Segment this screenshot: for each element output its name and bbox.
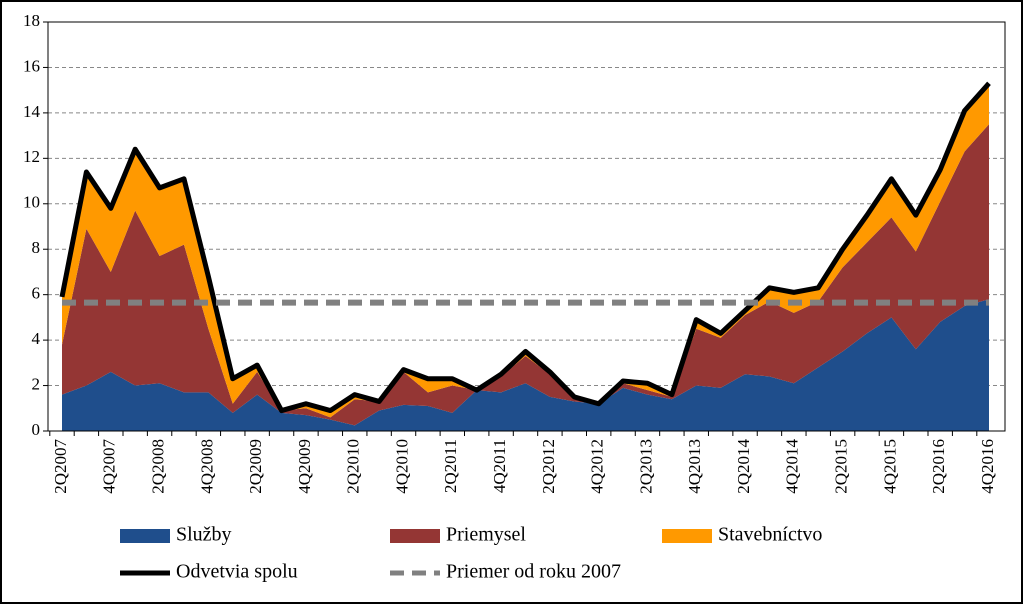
legend-swatch — [390, 529, 440, 543]
x-tick-label: 4Q2007 — [100, 439, 119, 494]
y-tick-label: 18 — [23, 11, 40, 30]
x-tick-label: 4Q2009 — [295, 439, 314, 494]
x-tick-label: 4Q2011 — [490, 439, 509, 493]
area — [62, 299, 989, 431]
x-tick-label: 4Q2013 — [685, 439, 704, 494]
legend-label: Stavebníctvo — [718, 524, 822, 546]
line — [59, 81, 991, 414]
legend-swatch — [120, 529, 170, 543]
y-tick-label: 16 — [23, 56, 40, 75]
y-tick-label: 8 — [32, 238, 41, 257]
legend-label: Odvetvia spolu — [176, 561, 298, 583]
x-tick-label: 4Q2015 — [880, 439, 899, 494]
y-tick-label: 4 — [32, 329, 41, 348]
x-tick-label: 2Q2013 — [636, 439, 655, 494]
y-tick-label: 12 — [23, 147, 40, 166]
legend-label: Služby — [176, 524, 232, 546]
x-tick-label: 2Q2011 — [441, 439, 460, 493]
y-tick-label: 2 — [32, 374, 41, 393]
area — [62, 124, 989, 426]
x-tick-label: 4Q2016 — [978, 439, 997, 494]
y-tick-label: 0 — [32, 420, 41, 439]
x-tick-label: 2Q2014 — [734, 439, 753, 494]
legend-swatch — [662, 529, 712, 543]
legend-label: Priemer od roku 2007 — [446, 561, 621, 583]
x-tick-label: 2Q2010 — [344, 439, 363, 494]
x-tick-label: 2Q2007 — [51, 439, 70, 494]
x-tick-label: 2Q2009 — [246, 439, 265, 494]
y-tick-label: 6 — [32, 284, 41, 303]
x-tick-label: 4Q2012 — [588, 439, 607, 494]
x-tick-label: 2Q2015 — [832, 439, 851, 494]
x-tick-label: 4Q2008 — [197, 439, 216, 494]
legend-label: Priemysel — [446, 524, 526, 546]
x-tick-label: 2Q2008 — [148, 439, 167, 494]
x-tick-label: 2Q2016 — [929, 439, 948, 494]
y-tick-label: 14 — [23, 102, 41, 121]
x-tick-label: 4Q2014 — [783, 439, 802, 494]
x-tick-label: 4Q2010 — [392, 439, 411, 494]
x-tick-label: 2Q2012 — [539, 439, 558, 494]
y-tick-label: 10 — [23, 193, 40, 212]
plot-border — [47, 21, 1006, 432]
